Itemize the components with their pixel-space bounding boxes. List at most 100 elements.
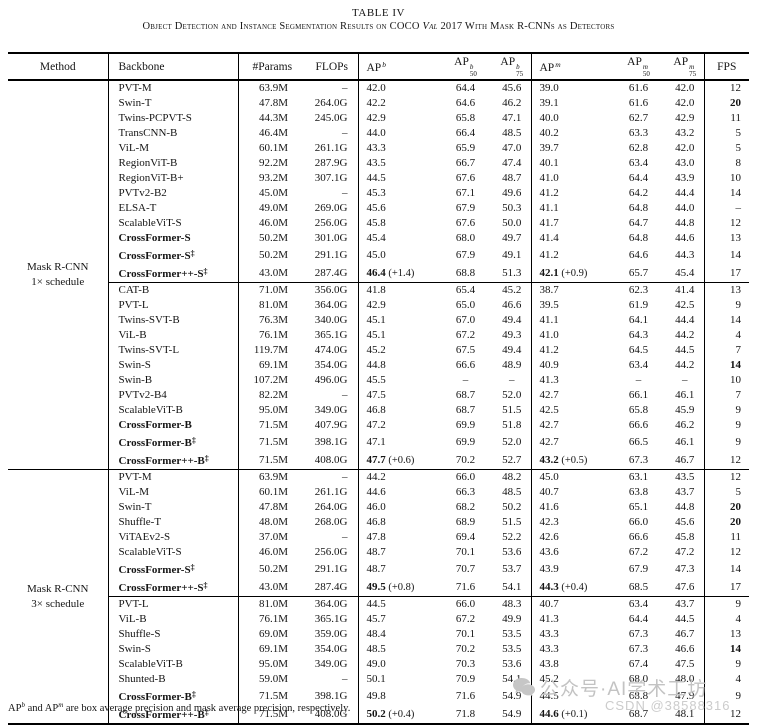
- caption-text-italic: Val: [422, 21, 438, 32]
- table-row: Shuffle-T 48.0M 268.0G 46.8 68.9 51.5 42.3 66.0…: [8, 515, 749, 530]
- cell-apb75: 49.1: [493, 246, 532, 264]
- cell-flops: 365.1G: [306, 328, 359, 343]
- cell-apb: 44.2: [358, 469, 438, 485]
- cell-params: 82.2M: [258, 389, 288, 401]
- cell-apm50: 63.4: [611, 596, 666, 612]
- cell-fps: 4: [735, 613, 742, 625]
- cell-flops: 349.0G: [306, 403, 359, 418]
- cell-fps: 20: [730, 516, 741, 528]
- table-row: PVTv2-B2 45.0M –45.3 67.1 49.6 41.2 64.2 44.4 14: [8, 186, 749, 201]
- cell-apb50: 66.3: [455, 486, 476, 498]
- cell-apb: 46.4 (+1.4): [366, 266, 415, 279]
- cell-params: 46.4M: [258, 127, 288, 139]
- cell-apm50: 62.8: [628, 142, 649, 154]
- cell-backbone: CrossFormer-S‡: [108, 246, 239, 264]
- table-row: CrossFormer++-B‡ 71.5M 408.0G 50.2 (+0.4) 71…: [8, 705, 749, 724]
- cell-flops: 408.0G: [306, 451, 359, 470]
- cell-apb50: 70.2: [455, 643, 476, 655]
- cell-fps: 14: [730, 359, 741, 371]
- cell-apm75: 48.0: [666, 672, 705, 687]
- cell-apm50: 68.5: [628, 580, 649, 593]
- cell-apm: 42.7: [539, 435, 559, 448]
- table-row: ScalableViT-S 46.0M 256.0G 45.8 67.6 50.0 41.7…: [8, 216, 749, 231]
- cell-params: 81.0M: [238, 596, 306, 612]
- cell-apb: 43.3: [366, 142, 386, 154]
- cell-flops: 340.0G: [306, 313, 359, 328]
- cell-apb50: 67.1: [455, 187, 476, 199]
- cell-apb50: 70.1: [455, 546, 476, 558]
- cell-apm: 40.7: [539, 486, 559, 498]
- cell-flops: –: [306, 388, 359, 403]
- cell-params: 119.7M: [253, 344, 288, 356]
- cell-apb75: 49.4: [493, 313, 532, 328]
- cell-apb75: 53.5: [493, 642, 532, 657]
- cell-apb75: 51.5: [493, 515, 532, 530]
- cell-fps: 14: [730, 187, 741, 199]
- cell-apb75: 48.3: [493, 596, 532, 612]
- cell-apm75: 45.8: [666, 530, 705, 545]
- cell-apb: 46.8: [366, 404, 386, 416]
- cell-apb75: 53.6: [493, 545, 532, 560]
- cell-flops: 256.0G: [306, 216, 359, 231]
- cell-apb75: 54.1: [493, 672, 532, 687]
- cell-backbone: CrossFormer-S‡: [108, 560, 239, 578]
- cell-flops: 307.1G: [306, 171, 359, 186]
- results-table: Method Backbone #Params FLOPs APb AP b 50 AP b 75 A…: [8, 52, 749, 725]
- cell-flops: 261.1G: [306, 141, 359, 156]
- cell-apm75: 46.1: [666, 433, 705, 451]
- column-header-apb: APb: [358, 53, 438, 81]
- cell-apm: 42.7: [539, 389, 559, 401]
- table-row: ViTAEv2-S 37.0M –47.8 69.4 52.2 42.6 66.6 45.8 1…: [8, 530, 749, 545]
- cell-apm: 41.3: [539, 374, 559, 386]
- cell-apm: 41.7: [539, 217, 559, 229]
- table-row: PVT-L 81.0M 364.0G 44.5 66.0 48.3 40.7 63.4 43.7…: [8, 596, 749, 612]
- cell-apm50: 66.6: [628, 531, 649, 543]
- cell-apb50: 69.9: [455, 435, 476, 448]
- cell-apm50: 64.4: [628, 613, 649, 625]
- cell-apb75: 48.9: [493, 358, 532, 373]
- footnote-text: are box average precision and mask avera…: [63, 703, 351, 714]
- cell-flops: 287.4G: [306, 264, 359, 283]
- table-row: CrossFormer++-S‡ 43.0M 287.4G 49.5 (+0.8) 71…: [8, 578, 749, 597]
- cell-apb50: 66.4: [455, 127, 476, 139]
- table-body: Mask R-CNN 1× schedule PVT-M 63.9M –42.0 64.4…: [8, 80, 749, 724]
- cell-flops: 365.1G: [306, 612, 359, 627]
- cell-apm50: 64.2: [628, 187, 649, 199]
- cell-params: 92.2M: [258, 157, 288, 169]
- cell-backbone: Shuffle-T: [108, 515, 239, 530]
- table-row: ViL-M 60.1M 261.1G 43.3 65.9 47.0 39.7 62.8 42.0…: [8, 141, 749, 156]
- table-row: Swin-T 47.8M 264.0G 42.2 64.6 46.2 39.1 61.6 42.…: [8, 96, 749, 111]
- column-header-apb75: AP b 75: [493, 53, 532, 81]
- cell-apm75: 44.8: [666, 500, 705, 515]
- table-row: Swin-S 69.1M 354.0G 44.8 66.6 48.9 40.9 63.4 44.…: [8, 358, 749, 373]
- cell-apm50: 64.7: [628, 217, 649, 229]
- cell-apb: 42.9: [366, 299, 386, 311]
- cell-flops: 364.0G: [306, 298, 359, 313]
- cell-params: 59.0M: [258, 673, 288, 685]
- cell-apm75: 44.5: [666, 343, 705, 358]
- cell-apb50: 69.4: [455, 531, 476, 543]
- cell-apb50: 66.6: [455, 359, 476, 371]
- table-row: CrossFormer-B 71.5M 407.9G 47.2 69.9 51.8 42.7…: [8, 418, 749, 433]
- cell-apm50: 67.3: [628, 628, 649, 640]
- cell-apm50: 64.8: [628, 202, 649, 214]
- cell-fps: 11: [730, 531, 741, 543]
- cell-fps: 7: [735, 389, 742, 401]
- cell-apb75: 51.5: [493, 403, 532, 418]
- cell-apm75: 44.8: [666, 216, 705, 231]
- cell-flops: 261.1G: [306, 485, 359, 500]
- cell-apb50: 69.9: [455, 419, 476, 431]
- cell-apm50: 64.4: [628, 172, 649, 184]
- cell-apm: 45.0: [531, 469, 611, 485]
- table-row: CAT-B 71.0M 356.0G 41.8 65.4 45.2 38.7 62.3 41.4…: [8, 282, 749, 298]
- cell-apm50: 64.3: [628, 329, 649, 341]
- table-row: Swin-T 47.8M 264.0G 46.0 68.2 50.2 41.6 65.1 44.…: [8, 500, 749, 515]
- cell-apb: 47.7 (+0.6): [366, 453, 415, 466]
- cell-flops: 245.0G: [306, 111, 359, 126]
- cell-flops: 287.9G: [306, 156, 359, 171]
- cell-apb: 45.0: [366, 248, 386, 261]
- cell-apm50: 65.1: [628, 501, 649, 513]
- table-row: Shuffle-S 69.0M 359.0G 48.4 70.1 53.5 43.3 67.3…: [8, 627, 749, 642]
- cell-params: 60.1M: [258, 142, 288, 154]
- cell-backbone: Swin-T: [108, 500, 239, 515]
